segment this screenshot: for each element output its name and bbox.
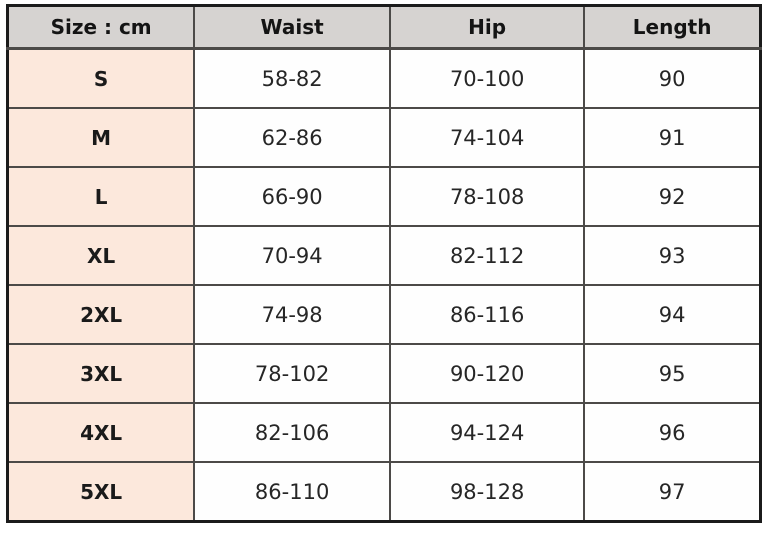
waist-cell: 74-98 <box>193 284 391 345</box>
table-row: 3XL 78-102 90-120 95 <box>6 343 762 404</box>
size-chart-header-row: Size : cm Waist Hip Length <box>6 4 762 50</box>
hip-cell: 98-128 <box>388 461 586 523</box>
size-cell: XL <box>6 225 196 286</box>
hip-cell: 70-100 <box>388 47 586 109</box>
header-waist: Waist <box>193 4 391 50</box>
length-cell: 97 <box>583 461 762 523</box>
hip-cell: 86-116 <box>388 284 586 345</box>
waist-cell: 70-94 <box>193 225 391 286</box>
length-cell: 94 <box>583 284 762 345</box>
header-size: Size : cm <box>6 4 196 50</box>
size-chart-table: Size : cm Waist Hip Length S 58-82 70-10… <box>6 4 762 523</box>
size-cell: L <box>6 166 196 227</box>
size-cell: 4XL <box>6 402 196 463</box>
hip-cell: 82-112 <box>388 225 586 286</box>
waist-cell: 82-106 <box>193 402 391 463</box>
table-row: 4XL 82-106 94-124 96 <box>6 402 762 463</box>
table-row: S 58-82 70-100 90 <box>6 47 762 109</box>
size-cell: 2XL <box>6 284 196 345</box>
waist-cell: 78-102 <box>193 343 391 404</box>
size-cell: 3XL <box>6 343 196 404</box>
length-cell: 90 <box>583 47 762 109</box>
size-chart: Size : cm Waist Hip Length S 58-82 70-10… <box>6 4 762 523</box>
size-cell: M <box>6 107 196 168</box>
length-cell: 93 <box>583 225 762 286</box>
table-row: L 66-90 78-108 92 <box>6 166 762 227</box>
hip-cell: 78-108 <box>388 166 586 227</box>
waist-cell: 66-90 <box>193 166 391 227</box>
waist-cell: 86-110 <box>193 461 391 523</box>
waist-cell: 58-82 <box>193 47 391 109</box>
table-row: 5XL 86-110 98-128 97 <box>6 461 762 523</box>
hip-cell: 74-104 <box>388 107 586 168</box>
hip-cell: 90-120 <box>388 343 586 404</box>
size-cell: 5XL <box>6 461 196 523</box>
length-cell: 92 <box>583 166 762 227</box>
waist-cell: 62-86 <box>193 107 391 168</box>
table-row: M 62-86 74-104 91 <box>6 107 762 168</box>
table-row: XL 70-94 82-112 93 <box>6 225 762 286</box>
length-cell: 95 <box>583 343 762 404</box>
table-row: 2XL 74-98 86-116 94 <box>6 284 762 345</box>
length-cell: 96 <box>583 402 762 463</box>
length-cell: 91 <box>583 107 762 168</box>
size-cell: S <box>6 47 196 109</box>
hip-cell: 94-124 <box>388 402 586 463</box>
header-length: Length <box>583 4 762 50</box>
header-hip: Hip <box>388 4 586 50</box>
